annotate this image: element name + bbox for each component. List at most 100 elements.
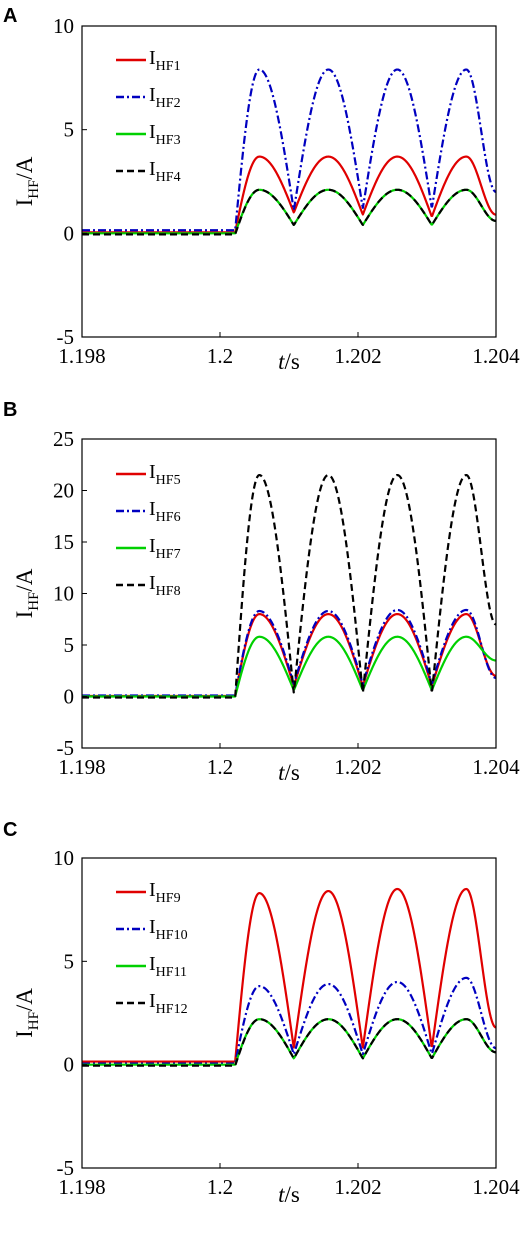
x-axis-label-var: t [278, 1182, 285, 1207]
legend-label-main: I [149, 535, 156, 557]
y-axis-label-sub: HF [26, 1011, 42, 1030]
legend-label-sub: HF11 [156, 965, 187, 980]
y-axis-label-unit: /A [12, 988, 37, 1011]
legend-label-sub: HF3 [156, 133, 181, 148]
y-tick-label: 0 [64, 221, 75, 245]
x-axis-label-unit: /s [285, 1182, 300, 1207]
legend-label-main: I [149, 47, 156, 69]
legend-label-ihf5: IHF5 [149, 461, 181, 488]
y-tick-label: 0 [64, 685, 75, 709]
legend-label-sub: HF6 [156, 510, 181, 525]
legend-label-ihf8: IHF8 [149, 572, 181, 599]
plot-frame [81, 438, 497, 749]
x-tick-label: 1.2 [207, 344, 233, 368]
legend-label-sub: HF8 [156, 584, 181, 599]
plot-frame [81, 25, 497, 338]
legend-label-ihf6: IHF6 [149, 498, 181, 525]
legend-label-sub: HF1 [156, 59, 181, 74]
y-tick-label: 10 [53, 582, 74, 606]
series-line-ihf12 [81, 1018, 497, 1067]
y-axis-label-unit: /A [12, 156, 37, 179]
panel-letter: B [3, 399, 17, 421]
panel-letter: C [3, 819, 17, 841]
legend-label-main: I [149, 916, 156, 938]
series-line-ihf4 [81, 188, 497, 236]
x-axis-label-var: t [278, 349, 285, 374]
legend-label-sub: HF2 [156, 96, 181, 111]
x-tick-label: 1.198 [58, 1175, 105, 1199]
x-tick-label: 1.198 [58, 755, 105, 779]
legend-label-ihf7: IHF7 [149, 535, 181, 562]
legend-label-sub: HF7 [156, 547, 181, 562]
legend-label-main: I [149, 990, 156, 1012]
plot-frame [81, 857, 497, 1169]
legend-label-ihf1: IHF1 [149, 47, 181, 74]
legend-label-ihf10: IHF10 [149, 916, 188, 943]
panel-letter: A [3, 5, 17, 27]
x-tick-label: 1.202 [334, 755, 381, 779]
x-tick-label: 1.204 [472, 344, 520, 368]
y-tick-label: 5 [64, 118, 75, 142]
y-axis-label-unit: /A [12, 568, 37, 591]
legend-label-ihf3: IHF3 [149, 121, 181, 148]
y-axis-label: IHF/A [12, 156, 42, 206]
x-tick-label: 1.198 [58, 344, 105, 368]
x-tick-label: 1.2 [207, 755, 233, 779]
y-tick-label: 0 [64, 1053, 75, 1077]
y-axis-label-sub: HF [26, 180, 42, 199]
legend-label-sub: HF5 [156, 473, 181, 488]
x-tick-label: 1.202 [334, 1175, 381, 1199]
y-axis-label: IHF/A [12, 568, 42, 618]
legend-label-main: I [149, 84, 156, 106]
legend-label-sub: HF4 [156, 170, 181, 185]
x-tick-label: 1.204 [472, 755, 520, 779]
x-tick-label: 1.202 [334, 344, 381, 368]
x-axis-label-unit: /s [285, 349, 300, 374]
legend-label-ihf11: IHF11 [149, 953, 187, 980]
y-tick-label: 10 [53, 846, 74, 870]
x-tick-label: 1.2 [207, 1175, 233, 1199]
legend-label-main: I [149, 879, 156, 901]
legend-label-ihf12: IHF12 [149, 990, 188, 1017]
y-tick-label: 5 [64, 633, 75, 657]
legend-label-main: I [149, 572, 156, 594]
legend-label-main: I [149, 158, 156, 180]
series-line-ihf9 [81, 887, 497, 1063]
y-tick-label: -5 [57, 325, 75, 349]
x-axis-label-unit: /s [285, 760, 300, 785]
y-tick-label: 20 [53, 479, 74, 503]
y-axis-label-main: I [12, 1030, 37, 1038]
x-axis-label-var: t [278, 760, 285, 785]
legend-label-ihf9: IHF9 [149, 879, 181, 906]
legend-label-main: I [149, 953, 156, 975]
legend-label-main: I [149, 498, 156, 520]
y-axis-label-main: I [12, 611, 37, 619]
x-axis-label: t/s [278, 349, 300, 374]
legend-label-sub: HF12 [156, 1002, 188, 1017]
y-tick-label: -5 [57, 736, 75, 760]
y-tick-label: 10 [53, 14, 74, 38]
y-axis-label: IHF/A [12, 988, 42, 1038]
series-line-ihf8 [81, 473, 497, 699]
legend-label-main: I [149, 121, 156, 143]
x-tick-label: 1.204 [472, 1175, 520, 1199]
series-line-ihf2 [81, 68, 497, 232]
legend-label-main: I [149, 461, 156, 483]
y-tick-label: -5 [57, 1156, 75, 1180]
y-tick-label: 5 [64, 949, 75, 973]
y-axis-label-main: I [12, 199, 37, 207]
legend-label-ihf4: IHF4 [149, 158, 181, 185]
x-axis-label: t/s [278, 760, 300, 785]
legend-label-sub: HF10 [156, 928, 188, 943]
y-axis-label-sub: HF [26, 592, 42, 611]
x-axis-label: t/s [278, 1182, 300, 1207]
y-tick-label: 25 [53, 427, 74, 451]
legend-label-ihf2: IHF2 [149, 84, 181, 111]
